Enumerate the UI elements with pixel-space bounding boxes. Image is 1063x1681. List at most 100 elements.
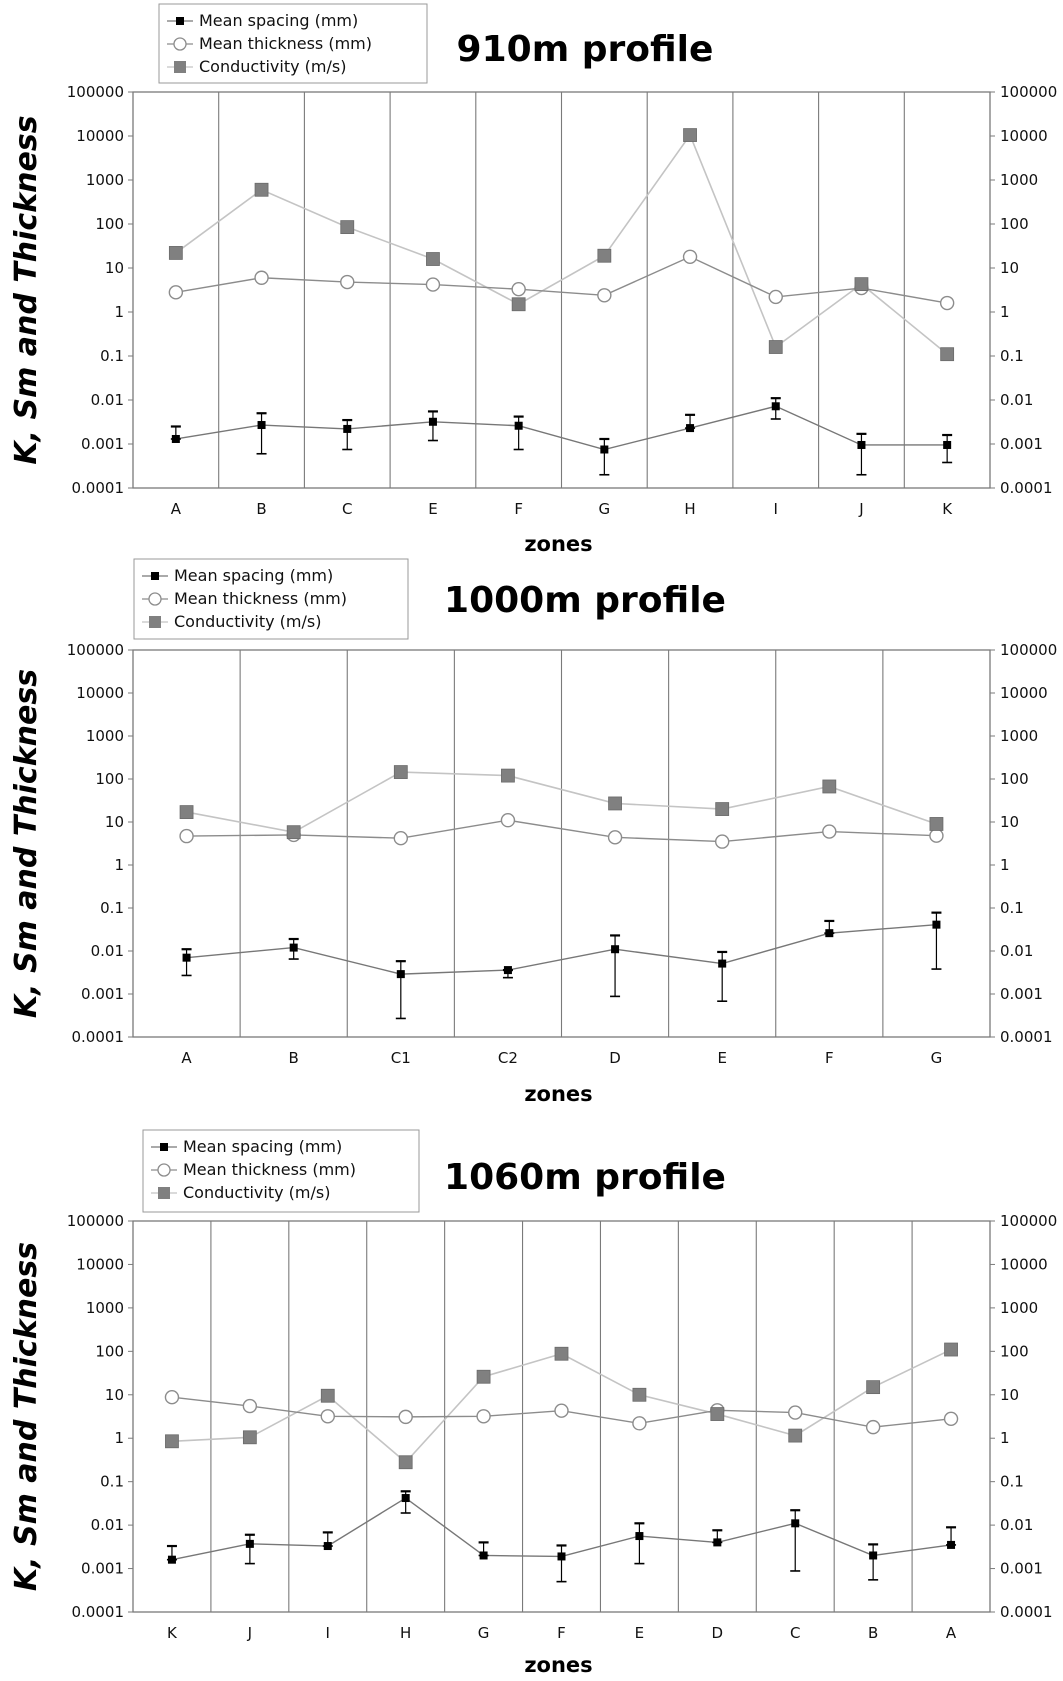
- y-tick-label-left: 0.001: [81, 1560, 124, 1578]
- legend-conductivity-label: Conductivity (m/s): [183, 1183, 330, 1202]
- legend-thickness-label: Mean thickness (mm): [174, 589, 347, 608]
- spacing-point: [869, 1551, 878, 1560]
- y-tick-label-right: 100000: [1000, 641, 1057, 659]
- conductivity-point: [340, 220, 355, 235]
- spacing-point: [514, 421, 523, 430]
- y-tick-label-left: 0.0001: [72, 1028, 125, 1046]
- spacing-point: [932, 920, 941, 929]
- thickness-point: [929, 828, 944, 843]
- legend-spacing-marker: [151, 572, 159, 580]
- thickness-point: [476, 1409, 491, 1424]
- x-tick-label: C2: [498, 1049, 518, 1067]
- legend-thickness-label: Mean thickness (mm): [199, 34, 372, 53]
- thickness-point: [865, 1419, 881, 1435]
- spacing-line: [186, 923, 937, 975]
- chart-title: 910m profile: [457, 29, 714, 70]
- spacing-point: [557, 1552, 566, 1561]
- x-tick-label: F: [825, 1049, 834, 1067]
- x-tick-label: D: [712, 1624, 724, 1642]
- y-tick-label-left: 1: [114, 303, 124, 321]
- x-tick-label: H: [684, 500, 695, 518]
- spacing-point: [718, 959, 727, 968]
- conductivity-point: [179, 805, 194, 819]
- chart-title: 1000m profile: [444, 580, 726, 621]
- conductivity-point: [822, 779, 837, 794]
- y-tick-label-left: 100: [95, 1342, 124, 1360]
- y-tick-label-left: 1000: [86, 171, 124, 189]
- spacing-point: [257, 421, 266, 430]
- thickness-point: [393, 831, 409, 846]
- spacing-point: [343, 424, 352, 433]
- y-tick-label-left: 0.1: [100, 899, 124, 917]
- spacing-point: [600, 445, 609, 454]
- spacing-point: [171, 434, 180, 443]
- legend: Mean spacing (mm) Mean thickness (mm) Cond…: [133, 558, 409, 640]
- y-tick-label-left: 0.01: [91, 391, 124, 409]
- conductivity-point: [632, 1387, 647, 1402]
- y-tick-label-right: 1: [1000, 303, 1010, 321]
- x-tick-label: I: [774, 500, 778, 518]
- conductivity-point: [929, 817, 944, 831]
- x-tick-label: E: [635, 1624, 644, 1642]
- y-tick-label-left: 100: [95, 770, 124, 788]
- thickness-point: [340, 274, 355, 290]
- legend-spacing-label: Mean spacing (mm): [174, 566, 333, 585]
- thickness-point: [788, 1405, 803, 1420]
- spacing-point: [791, 1519, 800, 1528]
- y-tick-label-right: 1000: [1000, 171, 1038, 189]
- conductivity-point: [940, 347, 955, 362]
- legend-box: [133, 558, 409, 640]
- y-tick-label-right: 100000: [1000, 83, 1057, 101]
- x-axis-label: zones: [524, 532, 592, 556]
- y-tick-label-right: 10000: [1000, 1255, 1048, 1273]
- thickness-point: [597, 288, 612, 303]
- y-tick-label-left: 100000: [67, 83, 124, 101]
- y-tick-label-left: 1000: [86, 1299, 124, 1317]
- x-tick-label: K: [167, 1624, 178, 1642]
- thickness-point: [168, 285, 184, 300]
- y-tick-label-left: 10: [105, 813, 124, 831]
- conductivity-point: [715, 802, 730, 816]
- conductivity-point: [398, 1455, 413, 1470]
- y-axis-label: K, Sm and Thickness: [9, 115, 44, 464]
- thickness-point: [768, 289, 783, 305]
- y-tick-label-right: 10: [1000, 1386, 1019, 1404]
- chart-title: 1060m profile: [444, 1157, 726, 1198]
- y-tick-label-right: 10: [1000, 813, 1019, 831]
- x-axis-label: zones: [524, 1653, 592, 1677]
- x-tick-label: J: [858, 500, 863, 518]
- x-tick-label: J: [247, 1624, 252, 1642]
- y-tick-label-left: 10000: [76, 684, 124, 702]
- thickness-point: [822, 824, 837, 839]
- y-axis-label: K, Sm and Thickness: [9, 669, 44, 1018]
- x-tick-label: B: [289, 1049, 299, 1067]
- y-tick-label-left: 1: [114, 856, 124, 874]
- y-tick-label-left: 0.0001: [72, 479, 125, 497]
- x-tick-label: C: [342, 500, 352, 518]
- x-tick-label: G: [599, 500, 611, 518]
- thickness-point: [242, 1398, 258, 1414]
- x-tick-label: E: [717, 1049, 726, 1067]
- conductivity-point: [501, 768, 515, 783]
- chart-2: 0.0001 0.0001 0.001 0.001 0.01 0.01 0.1 0.1 1 1 10…: [9, 558, 1057, 1106]
- y-tick-label-right: 100: [1000, 1342, 1029, 1360]
- conductivity-point: [426, 252, 440, 266]
- y-tick-label-right: 0.001: [1000, 985, 1043, 1003]
- chart-1: 0.0001 0.0001 0.001 0.001 0.01 0.01 0.1 0.1 1 1 10…: [9, 3, 1057, 556]
- spacing-point: [686, 424, 695, 433]
- conductivity-point: [320, 1388, 335, 1403]
- y-tick-label-left: 0.1: [100, 347, 124, 365]
- conductivity-point: [254, 182, 269, 197]
- chart-3: 0.0001 0.0001 0.001 0.001 0.01 0.01 0.1 0.1 1 1 10…: [9, 1129, 1057, 1677]
- y-tick-label-right: 0.001: [1000, 435, 1043, 453]
- y-tick-label-right: 1: [1000, 1429, 1010, 1447]
- y-tick-label-right: 0.001: [1000, 1560, 1043, 1578]
- thickness-line: [175, 255, 948, 304]
- y-tick-label-left: 100000: [67, 1212, 124, 1230]
- legend-spacing-marker: [160, 1143, 168, 1151]
- spacing-point: [245, 1539, 254, 1548]
- x-tick-label: E: [428, 500, 437, 518]
- spacing-point: [182, 953, 191, 962]
- spacing-point: [167, 1555, 176, 1564]
- spacing-point: [428, 417, 437, 426]
